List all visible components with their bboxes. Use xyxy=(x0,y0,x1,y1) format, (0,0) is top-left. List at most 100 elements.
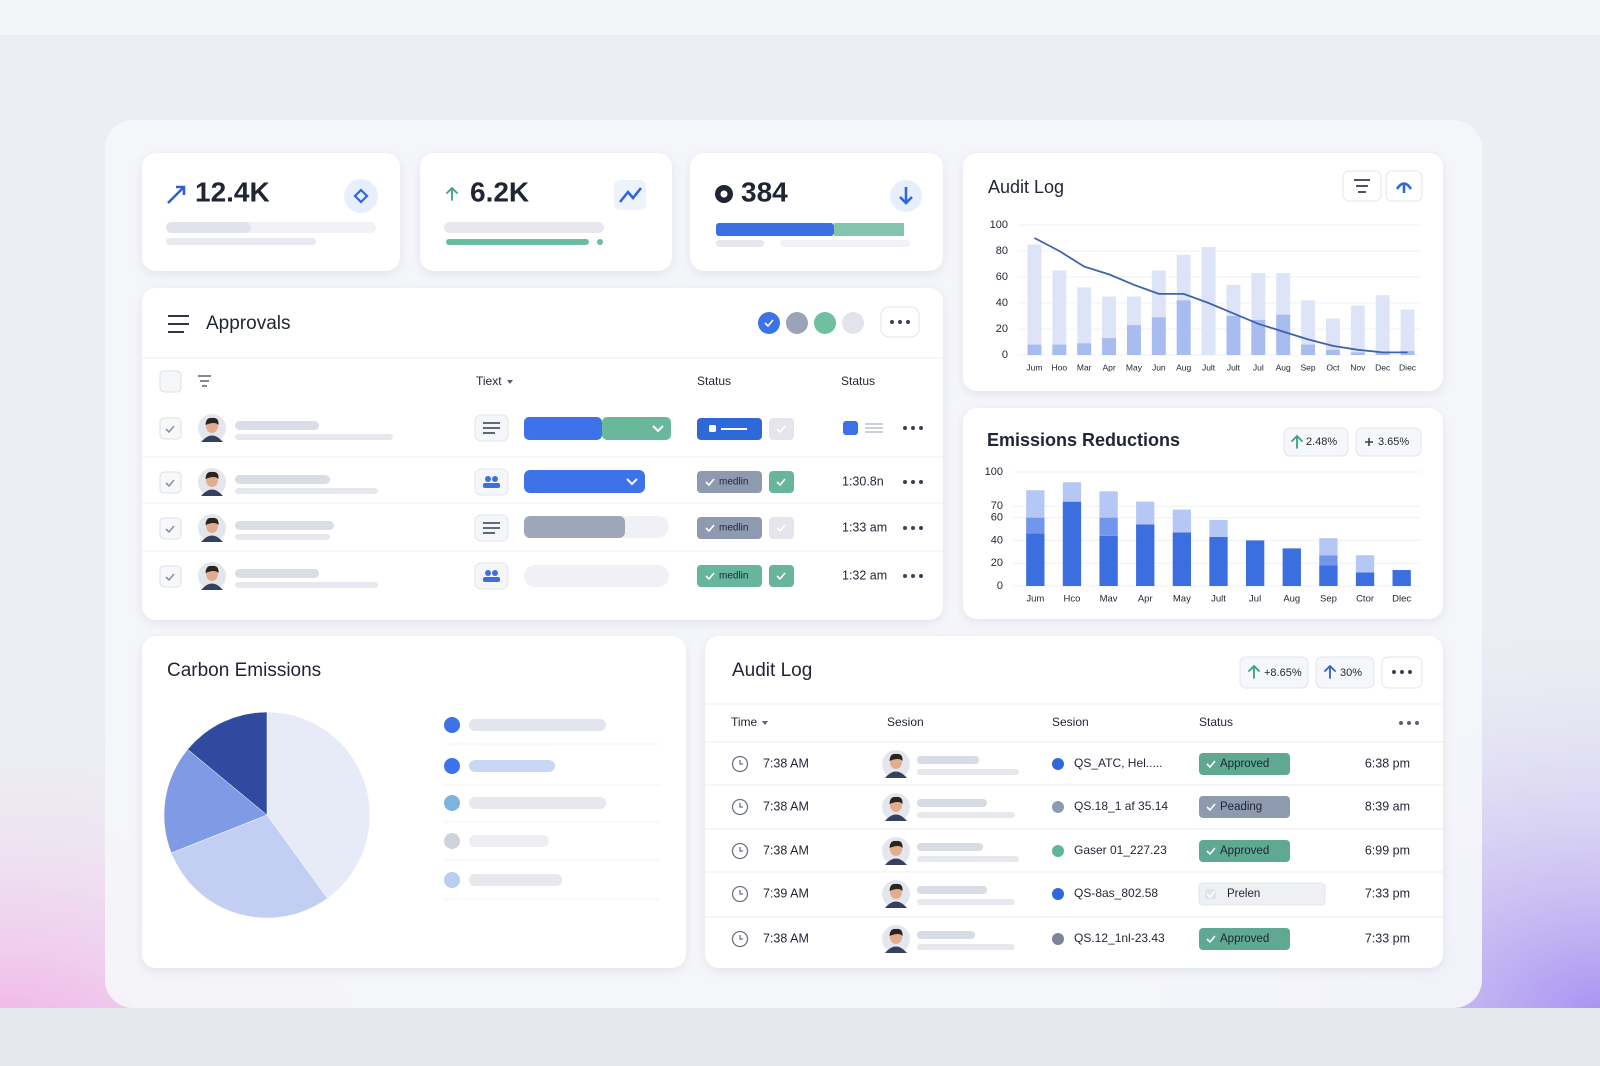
clock-hands xyxy=(739,935,743,940)
legend-dot xyxy=(444,795,460,811)
check-icon xyxy=(165,479,175,488)
sort-icon xyxy=(762,721,768,725)
x-tick-label: Dec xyxy=(1375,362,1391,372)
checkbox[interactable] xyxy=(159,370,182,393)
placeholder xyxy=(716,240,764,247)
filter-dot[interactable] xyxy=(842,312,864,334)
pie-slice xyxy=(163,748,268,854)
clock-icon xyxy=(731,930,749,948)
select-bar[interactable] xyxy=(602,417,671,440)
more-dot xyxy=(1408,670,1412,674)
bar xyxy=(1319,565,1338,586)
select-bar[interactable] xyxy=(524,417,602,440)
column-header: Status xyxy=(1199,715,1233,729)
legend-dot xyxy=(444,758,460,774)
status-icon xyxy=(1205,889,1216,899)
arrow-icon xyxy=(446,186,458,201)
bar xyxy=(1172,509,1192,533)
bar xyxy=(1251,319,1266,355)
chevron xyxy=(626,478,638,486)
x-tick-label: Jul xyxy=(1249,594,1261,605)
status-badge xyxy=(1199,928,1290,950)
more-dot xyxy=(1400,670,1404,674)
placeholder xyxy=(235,534,330,540)
bar xyxy=(1136,501,1155,525)
clock-hands xyxy=(739,890,743,895)
row-checkbox[interactable] xyxy=(159,471,182,494)
placeholder xyxy=(917,899,1015,905)
filter-dot[interactable] xyxy=(786,312,808,334)
x-tick-label: Jult xyxy=(1211,594,1226,605)
bar xyxy=(1209,519,1228,537)
y-tick-label: 40 xyxy=(996,297,1008,309)
filter-dot[interactable] xyxy=(814,312,836,334)
row-checkbox[interactable] xyxy=(159,517,182,540)
more-dot xyxy=(890,320,894,324)
status-badge xyxy=(1199,753,1290,775)
legend-dot xyxy=(444,833,460,849)
bar xyxy=(1319,555,1338,566)
placeholder xyxy=(917,843,983,851)
status-text: Approved xyxy=(1220,758,1269,770)
placeholder xyxy=(446,239,589,245)
bar xyxy=(1301,300,1316,355)
row-time: 1:32 am xyxy=(842,568,887,582)
y-tick-label: 100 xyxy=(985,466,1003,478)
arrow-icon xyxy=(1248,664,1260,679)
more-dot xyxy=(903,574,907,578)
bar xyxy=(1325,349,1340,355)
arrow-icon xyxy=(1291,434,1303,449)
status-badge-text: medlin xyxy=(719,571,748,582)
y-tick-label: 20 xyxy=(991,557,1003,569)
select-bar[interactable] xyxy=(524,470,645,493)
column-header: Sesion xyxy=(887,715,924,729)
filter-dot[interactable] xyxy=(758,312,780,334)
bar xyxy=(1176,300,1191,355)
y-tick-label: 40 xyxy=(991,534,1003,546)
placeholder xyxy=(235,488,378,494)
people-icon xyxy=(483,577,500,582)
status-text: Approved xyxy=(1220,845,1269,857)
line-series xyxy=(1034,237,1408,354)
placeholder xyxy=(917,799,987,807)
select-bar[interactable] xyxy=(524,516,625,538)
kpi-badge-icon xyxy=(899,187,913,205)
avatar-hair xyxy=(205,417,219,425)
session-text: QS_ATC, Hel..... xyxy=(1074,756,1162,770)
check-icon xyxy=(705,524,715,533)
session-icon xyxy=(1052,933,1064,945)
trend-badge xyxy=(1315,656,1375,689)
bar xyxy=(1400,309,1415,355)
trend-badge-text: 30% xyxy=(1340,667,1362,679)
column-header: Sesion xyxy=(1052,715,1089,729)
clock-icon xyxy=(731,885,749,903)
x-tick-label: Apr xyxy=(1102,362,1115,372)
row-checkbox[interactable] xyxy=(159,417,182,440)
status-text: Peading xyxy=(1220,801,1262,813)
avatar-body xyxy=(885,901,907,908)
placeholder xyxy=(469,835,549,847)
avatar-hair xyxy=(205,471,219,479)
bar xyxy=(1099,491,1118,518)
x-tick-label: Mav xyxy=(1100,594,1118,605)
x-tick-label: Hoo xyxy=(1052,362,1068,372)
x-tick-label: Aug xyxy=(1283,594,1300,605)
row-checkbox[interactable] xyxy=(159,565,182,588)
more-dot xyxy=(1415,721,1419,725)
row-end-time: 7:33 pm xyxy=(1365,931,1410,945)
icon-box[interactable] xyxy=(474,468,509,496)
more-dot xyxy=(903,480,907,484)
placeholder xyxy=(917,931,975,939)
placeholder xyxy=(235,569,319,578)
trend-badge xyxy=(1283,427,1349,457)
placeholder xyxy=(469,874,562,886)
clock-icon xyxy=(731,755,749,773)
bar xyxy=(1099,535,1118,586)
row-time: 1:30.8n xyxy=(842,474,884,488)
status-badge xyxy=(1198,882,1326,906)
more-dot xyxy=(898,320,902,324)
row-time: 7:38 AM xyxy=(763,756,809,770)
bar xyxy=(1027,244,1042,355)
icon-box[interactable] xyxy=(474,562,509,590)
